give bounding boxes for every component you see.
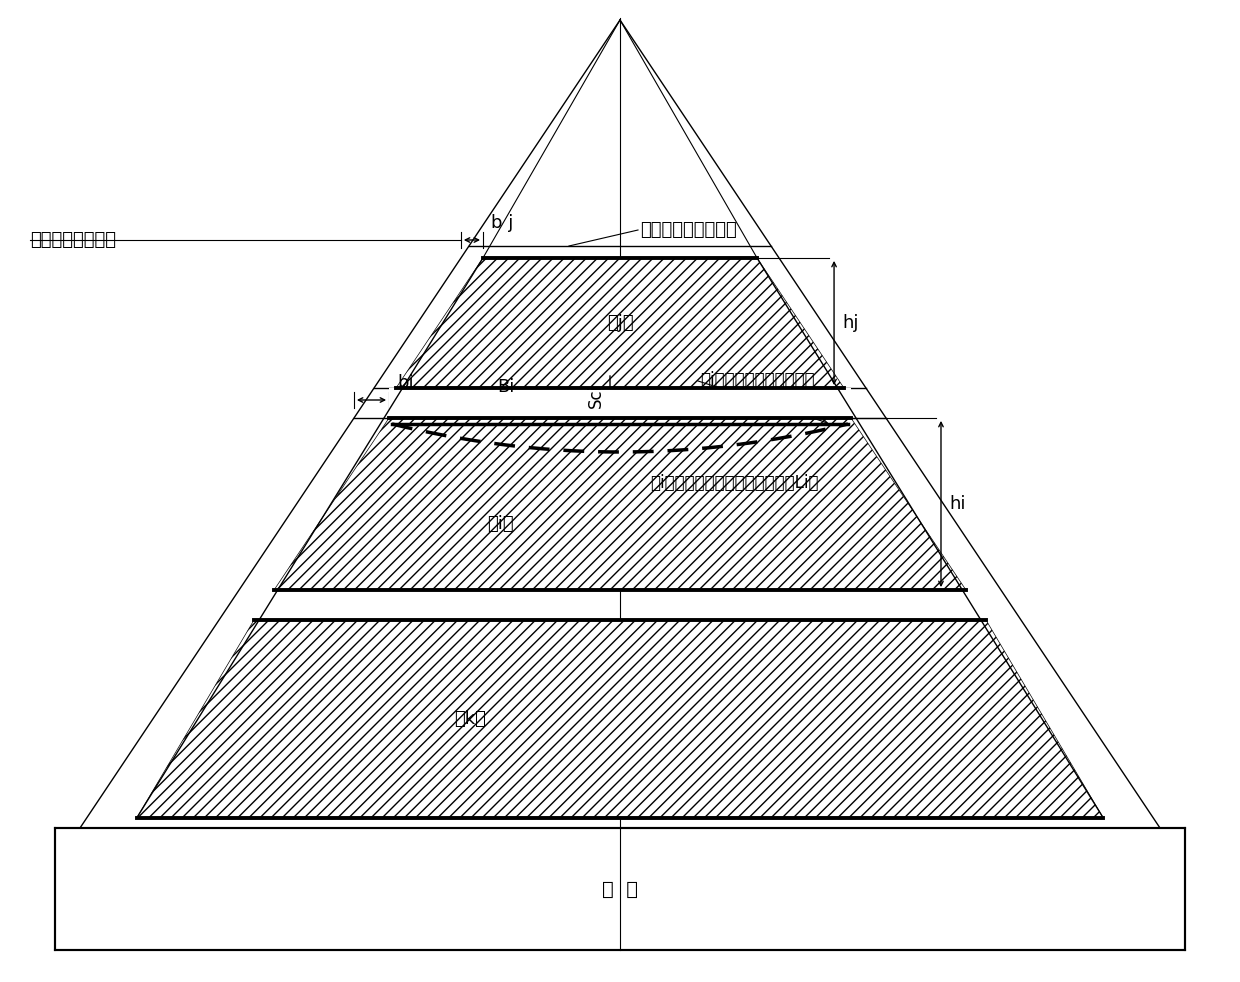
Text: 第k层: 第k层 xyxy=(454,710,486,728)
Text: hi: hi xyxy=(949,495,966,513)
Polygon shape xyxy=(396,258,844,388)
Text: 第i层预应力筋的初始状态: 第i层预应力筋的初始状态 xyxy=(701,371,815,389)
Text: b j: b j xyxy=(491,214,513,232)
Polygon shape xyxy=(136,620,1104,818)
Text: Sci: Sci xyxy=(587,383,605,408)
Text: Bi: Bi xyxy=(497,378,515,396)
Text: hj: hj xyxy=(842,314,858,332)
Polygon shape xyxy=(274,418,966,590)
Bar xyxy=(55,828,1185,950)
Text: 路堤未沉降时的状态: 路堤未沉降时的状态 xyxy=(640,221,737,239)
Text: 第j层: 第j层 xyxy=(606,314,634,332)
Text: 地  基: 地 基 xyxy=(601,880,639,899)
Text: 路堤沉降后的状态: 路堤沉降后的状态 xyxy=(30,231,117,249)
Text: bi: bi xyxy=(397,374,414,392)
Bar xyxy=(389,388,851,418)
Text: 第i层: 第i层 xyxy=(486,515,513,533)
Text: 第i层预应力筋的最终变形状态（Li）: 第i层预应力筋的最终变形状态（Li） xyxy=(650,474,818,492)
